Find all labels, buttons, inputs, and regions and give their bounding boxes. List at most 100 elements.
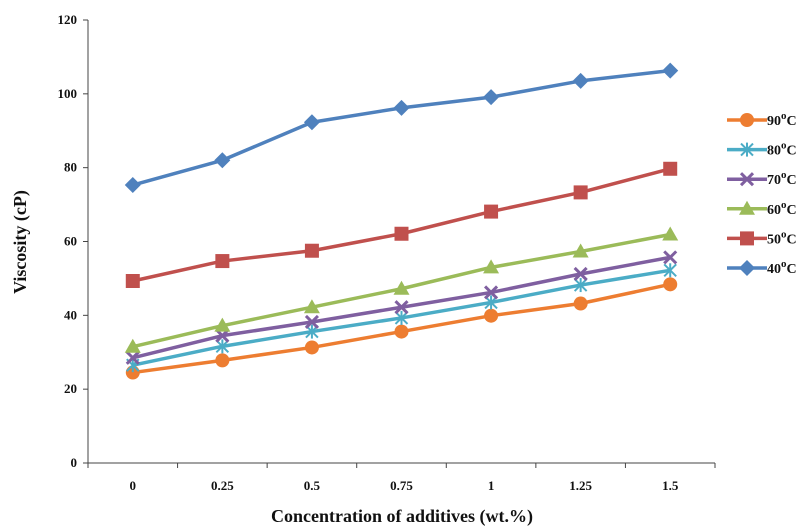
legend-swatch-marker [740, 231, 754, 246]
data-point-70C-stroke [125, 350, 140, 365]
legend-label-value: 50 [767, 232, 781, 247]
data-point-70C [304, 314, 319, 330]
legend-item-40C: 40oC [727, 258, 797, 277]
y-tick-label: 60 [64, 234, 77, 249]
data-point-70C [573, 266, 588, 282]
y-tick-label: 100 [58, 86, 78, 101]
x-tick-label: 0 [130, 478, 137, 493]
legend-label-unit: C [787, 144, 797, 159]
legend-swatch-marker [739, 200, 755, 215]
series-50C [125, 161, 678, 289]
x-tick-label: 1.5 [662, 478, 679, 493]
series-line-40C [132, 68, 671, 187]
legend-label-unit: C [787, 232, 797, 247]
legend-label-unit: C [787, 173, 797, 188]
data-point-70C [484, 285, 499, 300]
legend-label: 60oC [767, 199, 797, 218]
data-point-90C [663, 277, 678, 292]
data-point-70C-stroke [573, 266, 588, 282]
data-point-70C-stroke [484, 285, 499, 300]
data-point-60C [214, 317, 231, 332]
data-point-40C [483, 89, 500, 106]
data-point-70C [394, 300, 409, 315]
x-tick-label: 1.25 [569, 478, 592, 493]
data-point-40C [572, 72, 589, 89]
legend-label: 40oC [767, 258, 797, 277]
legend-label-value: 40 [767, 262, 781, 277]
data-point-40C [124, 177, 141, 194]
data-point-90C [394, 324, 409, 339]
data-point-50C [484, 204, 499, 219]
legend-label-value: 60 [767, 203, 781, 218]
legend-label-value: 70 [767, 173, 781, 188]
data-point-50C [573, 185, 588, 200]
x-tick-label: 1 [488, 478, 495, 493]
data-point-90C [304, 340, 319, 355]
legend-label-unit: C [787, 114, 797, 129]
legend-label: 50oC [767, 228, 797, 247]
data-point-80C [215, 339, 230, 354]
data-point-50C [394, 226, 409, 241]
data-point-40C [393, 99, 410, 116]
y-tick-label: 40 [64, 307, 77, 322]
legend-item-60C: 60oC [727, 199, 797, 218]
data-point-40C [214, 152, 231, 169]
axes: 0 20 40 60 80 100 120 0 0.25 0.5 0.75 1 1.25 1.5 [58, 12, 716, 493]
series-line-50C [132, 167, 671, 283]
legend-label: 80oC [767, 140, 797, 159]
legend-label-degree: o [781, 140, 787, 152]
series-layer [124, 62, 679, 380]
legend-label-degree: o [781, 169, 787, 181]
series-60C [124, 226, 679, 353]
data-point-40C [303, 114, 320, 131]
data-point-40C [662, 62, 679, 79]
x-tick-label: 0.75 [390, 478, 413, 493]
x-tick-label: 0.25 [211, 478, 234, 493]
series-70C [125, 250, 678, 365]
data-point-70C [125, 350, 140, 365]
series-90C [125, 277, 678, 380]
legend-item-80C: 80oC [727, 140, 797, 159]
x-tick-label: 0.5 [304, 478, 321, 493]
legend-label-value: 90 [767, 114, 781, 129]
y-tick-label: 20 [64, 381, 77, 396]
legend-swatch-marker [740, 113, 754, 127]
legend-label-value: 80 [767, 144, 781, 159]
legend-swatch-marker [739, 260, 755, 276]
legend-label-degree: o [781, 199, 787, 211]
data-point-60C [572, 243, 589, 258]
x-axis-title: Concentration of additives (wt.%) [271, 506, 533, 527]
y-tick-label: 0 [71, 455, 78, 470]
data-point-90C [484, 308, 499, 323]
legend-label: 70oC [767, 169, 797, 188]
legend-label: 90oC [767, 110, 797, 129]
data-point-50C [304, 243, 319, 258]
legend-item-50C: 50oC [727, 228, 797, 247]
series-40C [124, 62, 679, 194]
y-axis-title: Viscosity (cP) [10, 190, 31, 294]
legend-swatch-marker [740, 142, 754, 157]
legend-label-unit: C [787, 262, 797, 277]
data-point-70C [663, 250, 678, 265]
legend-swatch-marker-stroke [739, 172, 755, 187]
data-point-70C-stroke [394, 300, 409, 315]
series-80C [126, 263, 677, 373]
data-point-80C [394, 310, 409, 325]
data-point-50C [125, 274, 140, 289]
data-point-90C [215, 353, 230, 368]
data-point-50C [215, 254, 230, 269]
data-point-60C [662, 226, 679, 241]
legend-label-unit: C [787, 203, 797, 218]
legend-label-degree: o [781, 258, 787, 270]
data-point-80C [573, 278, 588, 293]
data-point-70C-stroke [304, 314, 319, 330]
data-point-90C [573, 296, 588, 311]
legend-label-degree: o [781, 110, 787, 122]
y-tick-label: 80 [64, 160, 77, 175]
data-point-60C [393, 280, 410, 295]
y-tick-label: 120 [58, 12, 78, 27]
data-point-60C [303, 299, 320, 314]
legend-label-degree: o [781, 228, 787, 240]
